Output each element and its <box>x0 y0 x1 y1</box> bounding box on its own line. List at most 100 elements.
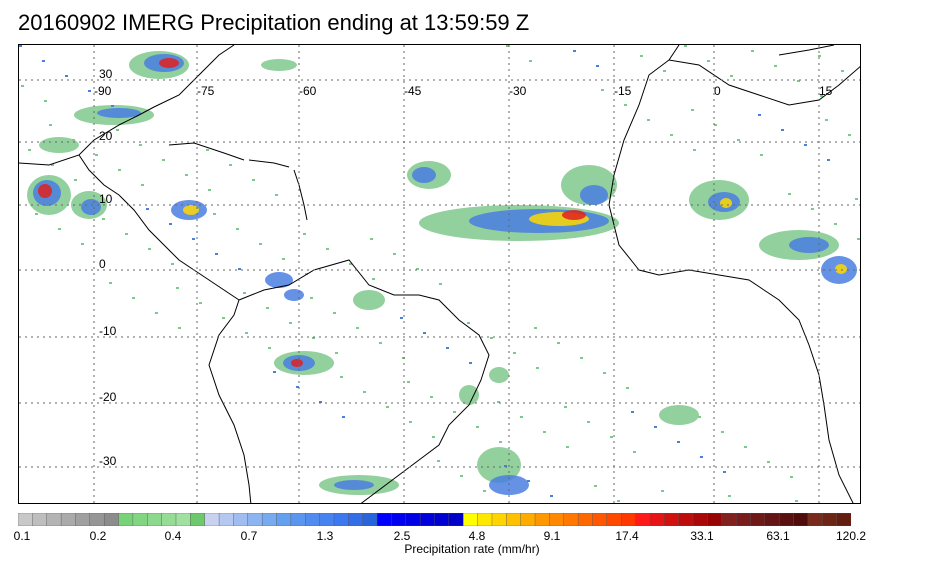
precipitation-speck <box>631 411 634 413</box>
precipitation-speck <box>700 456 703 458</box>
latitude-label: 30 <box>99 67 113 81</box>
colorbar-swatch <box>419 513 436 526</box>
colorbar-swatch <box>822 513 838 526</box>
latitude-label: -20 <box>99 390 117 404</box>
colorbar-swatch <box>89 513 105 526</box>
precipitation-speck <box>192 238 195 240</box>
precipitation-speck <box>661 490 664 492</box>
colorbar-swatch <box>405 513 421 526</box>
coastline-mediterranean <box>778 45 835 56</box>
precipitation-speck <box>834 223 837 225</box>
colorbar-tick-label: 4.8 <box>468 529 486 543</box>
colorbar-tick-label: 0.1 <box>13 529 31 543</box>
precipitation-speck <box>432 436 435 438</box>
precipitation-speck <box>439 283 442 285</box>
precipitation-cell <box>97 108 141 118</box>
longitude-label: -45 <box>404 84 422 98</box>
precipitation-speck <box>51 164 54 166</box>
longitude-label: 0 <box>714 84 721 98</box>
precipitation-speck <box>534 327 537 329</box>
precipitation-speck <box>319 401 322 403</box>
colorbar-swatch <box>606 513 622 526</box>
precipitation-speck <box>273 371 276 373</box>
precipitation-speck <box>379 342 382 344</box>
precipitation-speck <box>693 149 696 151</box>
precipitation-speck <box>691 109 694 111</box>
colorbar-swatch <box>132 513 148 526</box>
precipitation-cell <box>39 137 79 153</box>
colorbar-swatch <box>118 513 134 526</box>
colorbar-swatch <box>750 513 766 526</box>
precipitation-cell <box>291 359 303 367</box>
precipitation-speck <box>326 248 329 250</box>
precipitation-speck <box>580 357 583 359</box>
longitude-label: -30 <box>509 84 527 98</box>
precipitation-cell <box>183 205 199 215</box>
coastline-antilles <box>293 169 308 221</box>
colorbar-swatch <box>520 513 536 526</box>
precipitation-speck <box>564 406 567 408</box>
precipitation-speck <box>647 119 650 121</box>
precipitation-speck <box>737 139 740 141</box>
precipitation-speck <box>497 401 500 403</box>
precipitation-cell <box>477 447 521 483</box>
coastlines <box>19 45 860 503</box>
precipitation-speck <box>275 194 278 196</box>
precipitation-cell <box>580 185 608 205</box>
precipitation-speck <box>28 149 31 151</box>
coastline-africa <box>608 59 860 503</box>
colorbar-swatch <box>434 513 450 526</box>
precipitation-speck <box>469 362 472 364</box>
colorbar-tick-label: 63.1 <box>766 529 790 543</box>
coastline-hispaniola <box>248 159 290 168</box>
latitude-label: -10 <box>99 324 117 338</box>
colorbar-swatch <box>707 513 723 526</box>
colorbar-swatch <box>319 513 335 526</box>
precipitation-speck <box>624 104 627 106</box>
precipitation-speck <box>169 223 172 225</box>
precipitation-cell <box>789 237 829 253</box>
precipitation-speck <box>206 149 209 151</box>
precipitation-speck <box>303 233 306 235</box>
precipitation-speck <box>116 129 119 131</box>
precipitation-speck <box>513 352 516 354</box>
precipitation-speck <box>723 471 726 473</box>
colorbar-tick-label: 120.2 <box>835 529 867 543</box>
precipitation-speck <box>483 490 486 492</box>
colorbar-tick-label: 1.3 <box>316 529 334 543</box>
precipitation-speck <box>744 446 747 448</box>
colorbar-swatch <box>348 513 364 526</box>
precipitation-speck <box>416 268 419 270</box>
colorbar-swatch <box>333 513 349 526</box>
precipitation-speck <box>714 124 717 126</box>
precipitation-speck <box>797 80 800 82</box>
precipitation-speck <box>185 174 188 176</box>
colorbar-swatch <box>793 513 809 526</box>
precipitation-speck <box>74 179 77 181</box>
precipitation-speck <box>125 233 128 235</box>
precipitation-speck <box>102 218 105 220</box>
colorbar-swatch <box>506 513 522 526</box>
precipitation-speck <box>751 50 754 52</box>
colorbar-swatch <box>75 513 91 526</box>
precipitation-speck <box>386 406 389 408</box>
precipitation-speck <box>594 485 597 487</box>
precipitation-speck <box>178 327 181 329</box>
precipitation-speck <box>363 391 366 393</box>
precipitation-speck <box>804 144 807 146</box>
precipitation-speck <box>446 347 449 349</box>
precipitation-speck <box>566 446 569 448</box>
precipitation-speck <box>229 164 232 166</box>
precipitation-speck <box>506 45 509 47</box>
precipitation-speck <box>820 95 823 97</box>
colorbar-swatch <box>362 513 378 526</box>
colorbar-swatch <box>305 513 321 526</box>
colorbar-swatch <box>664 513 680 526</box>
precipitation-speck <box>312 337 315 339</box>
precipitation-speck <box>19 45 22 47</box>
colorbar-swatch <box>161 513 177 526</box>
longitude-labels: -90 -75 -60 -45 -30 -15 0 15 <box>94 84 833 98</box>
coastline-south-america <box>208 259 490 503</box>
precipitation-speck <box>490 337 493 339</box>
precipitation-speck <box>827 159 830 161</box>
